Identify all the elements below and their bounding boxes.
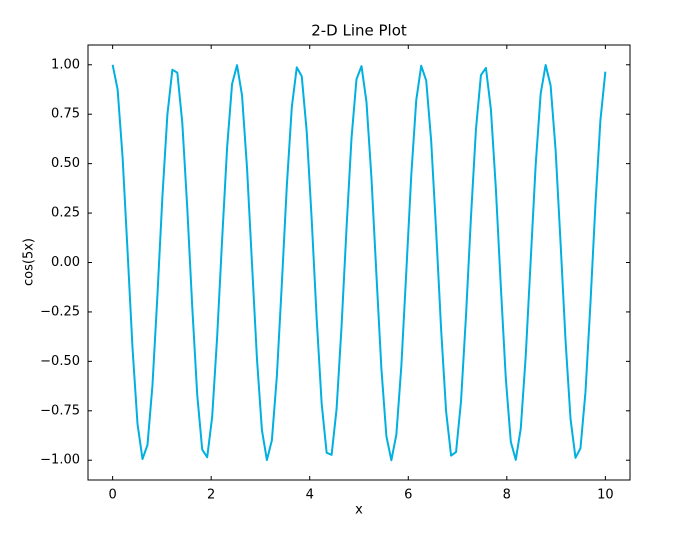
x-tick-label: 2 <box>207 488 215 503</box>
x-tick-label: 0 <box>108 488 116 503</box>
y-axis-label: cos(5x) <box>22 238 37 286</box>
y-tick-label: 0.50 <box>51 156 80 171</box>
line-series <box>111 63 607 462</box>
plot-frame <box>87 44 631 481</box>
y-tick-label: 0.00 <box>51 255 80 270</box>
y-tick-label: −0.25 <box>40 304 80 319</box>
x-tick-label: 6 <box>404 488 412 503</box>
x-tick-label: 10 <box>597 488 614 503</box>
y-tick-label: −0.50 <box>40 354 80 369</box>
x-tick-label: 8 <box>503 488 511 503</box>
y-tick-label: 0.75 <box>51 107 80 122</box>
x-axis-label: x <box>355 503 363 518</box>
y-tick-label: 1.00 <box>51 57 80 72</box>
x-tick-label: 4 <box>306 488 314 503</box>
chart-title: 2-D Line Plot <box>311 22 407 40</box>
y-tick-label: −0.75 <box>40 403 80 418</box>
y-tick-label: 0.25 <box>51 206 80 221</box>
y-tick-label: −1.00 <box>40 453 80 468</box>
